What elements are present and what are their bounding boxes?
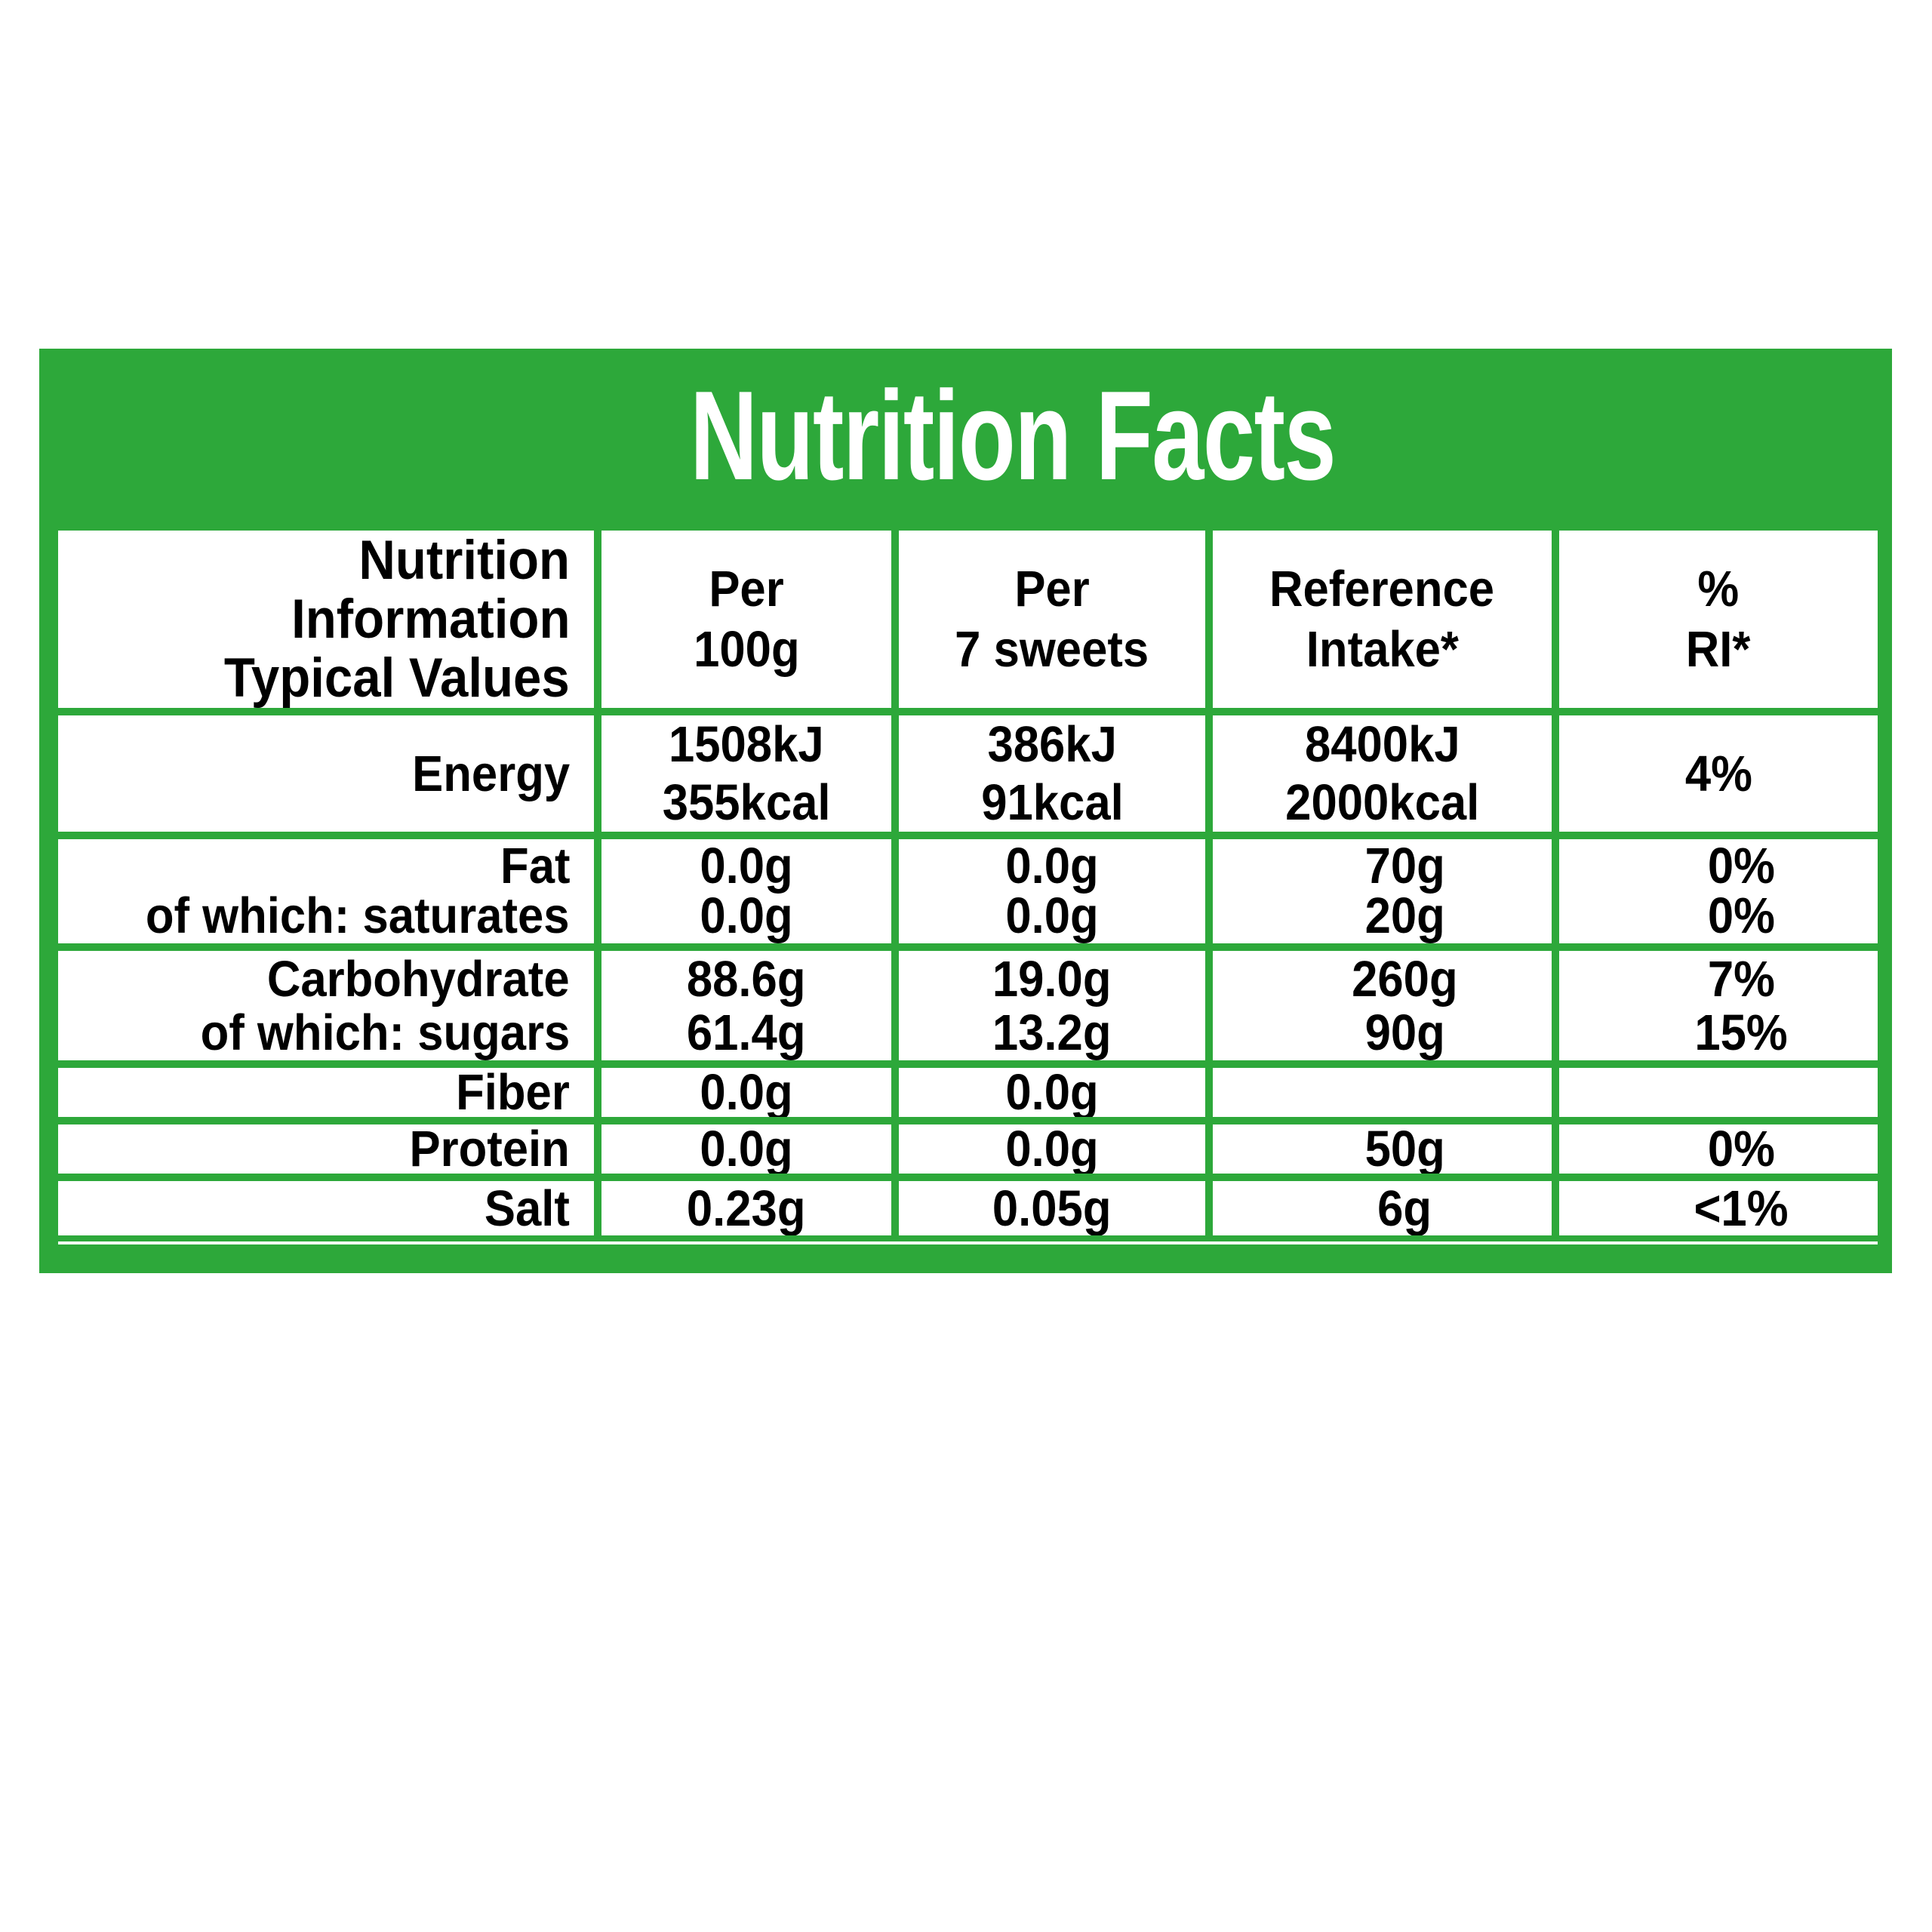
fat-per-7-sweets-cell: 0.0g 0.0g — [899, 839, 1205, 943]
text-line: Information — [291, 588, 570, 650]
text-line: 6g — [1377, 1181, 1432, 1235]
text-line: 0.0g — [700, 839, 793, 894]
text-line: Protein — [409, 1124, 570, 1174]
carbohydrate-per-100g-cell: 88.6g 61.4g — [601, 951, 891, 1060]
header-reference-intake: Reference Intake* — [1213, 531, 1552, 708]
text-line: 0% — [1707, 839, 1775, 894]
text-line: 0.0g — [1005, 1068, 1099, 1117]
text-line: 8400kJ — [1304, 716, 1460, 773]
fiber-percent-ri-cell — [1559, 1068, 1878, 1117]
text-line: of which: sugars — [200, 1004, 570, 1060]
fat-per-100g-cell: 0.0g 0.0g — [601, 839, 891, 943]
salt-label-cell: Salt — [58, 1181, 594, 1235]
carbohydrate-per-7-sweets-cell: 19.0g 13.2g — [899, 951, 1205, 1060]
text-line: Fat — [500, 839, 570, 894]
text-line: 7% — [1707, 951, 1775, 1008]
text-line: RI* — [1686, 620, 1751, 678]
text-line: 20g — [1364, 888, 1445, 943]
text-line: 88.6g — [687, 951, 806, 1008]
fiber-reference-intake-cell — [1213, 1068, 1552, 1117]
header-per-7-sweets: Per 7 sweets — [899, 531, 1205, 708]
text-line: 50g — [1364, 1124, 1445, 1174]
text-line: Fiber — [456, 1068, 570, 1117]
text-line: Nutrition — [358, 531, 570, 591]
protein-per-7-sweets-cell: 0.0g — [899, 1124, 1205, 1174]
header-percent-ri: % RI* — [1559, 531, 1878, 708]
protein-label-cell: Protein — [58, 1124, 594, 1174]
salt-per-7-sweets-cell: 0.05g — [899, 1181, 1205, 1235]
nutrition-table: Nutrition Information Typical Values Per… — [58, 531, 1878, 1235]
text-line: Per — [709, 560, 784, 617]
text-line: 7 sweets — [955, 620, 1149, 678]
text-line: Carbohydrate — [267, 951, 570, 1008]
text-line: 0.05g — [992, 1181, 1112, 1235]
text-line: 13.2g — [992, 1004, 1112, 1060]
fiber-label-cell: Fiber — [58, 1068, 594, 1117]
text-line: 0% — [1707, 888, 1775, 943]
text-line: 91kcal — [980, 774, 1124, 831]
protein-percent-ri-cell: 0% — [1559, 1124, 1878, 1174]
text-line: <1% — [1694, 1181, 1789, 1235]
text-line: 386kJ — [987, 716, 1117, 773]
nutrition-facts-title: Nutrition Facts — [690, 364, 1336, 506]
header-per-100g: Per 100g — [601, 531, 891, 708]
protein-reference-intake-cell: 50g — [1213, 1124, 1552, 1174]
text-line: 1508kJ — [669, 716, 824, 773]
text-line: 70g — [1364, 839, 1445, 894]
nutrition-label-panel: Nutrition Facts Nutrition Information Ty… — [39, 349, 1892, 1273]
energy-reference-intake-cell: 8400kJ 2000kcal — [1213, 715, 1552, 832]
protein-per-100g-cell: 0.0g — [601, 1124, 891, 1174]
text-line: 0.0g — [1005, 888, 1099, 943]
title-band: Nutrition Facts — [39, 349, 1892, 531]
text-line: Salt — [484, 1181, 570, 1235]
text-line: Typical Values — [224, 647, 570, 708]
text-line: of which: saturates — [146, 888, 570, 943]
salt-per-100g-cell: 0.23g — [601, 1181, 891, 1235]
carbohydrate-reference-intake-cell: 260g 90g — [1213, 951, 1552, 1060]
carbohydrate-percent-ri-cell: 7% 15% — [1559, 951, 1878, 1060]
text-line: 15% — [1694, 1004, 1788, 1060]
fat-label-cell: Fat of which: saturates — [58, 839, 594, 943]
energy-per-7-sweets-cell: 386kJ 91kcal — [899, 715, 1205, 832]
text-line: 0.23g — [687, 1181, 806, 1235]
carbohydrate-label-cell: Carbohydrate of which: sugars — [58, 951, 594, 1060]
text-line: 0.0g — [700, 1068, 793, 1117]
text-line: 0.0g — [700, 888, 793, 943]
text-line: 0.0g — [1005, 839, 1099, 894]
energy-percent-ri-cell: 4% — [1559, 715, 1878, 832]
text-line: Intake* — [1306, 620, 1459, 678]
header-typical-values: Nutrition Information Typical Values — [58, 531, 594, 708]
salt-percent-ri-cell: <1% — [1559, 1181, 1878, 1235]
fat-reference-intake-cell: 70g 20g — [1213, 839, 1552, 943]
energy-label-cell: Energy — [58, 715, 594, 832]
text-line: 90g — [1364, 1004, 1445, 1060]
text-line: 0.0g — [1005, 1124, 1099, 1174]
fiber-per-100g-cell: 0.0g — [601, 1068, 891, 1117]
fiber-per-7-sweets-cell: 0.0g — [899, 1068, 1205, 1117]
text-line: 0.0g — [700, 1124, 793, 1174]
text-line: 0% — [1707, 1124, 1775, 1174]
text-line: 61.4g — [687, 1004, 806, 1060]
fat-percent-ri-cell: 0% 0% — [1559, 839, 1878, 943]
energy-per-100g-cell: 1508kJ 355kcal — [601, 715, 891, 832]
text-line: 100g — [693, 620, 800, 678]
text-line: 355kcal — [662, 774, 831, 831]
text-line: Energy — [412, 745, 570, 802]
text-line: Reference — [1269, 560, 1495, 617]
text-line: 19.0g — [992, 951, 1112, 1008]
text-line: % — [1697, 560, 1740, 617]
text-line: 2000kcal — [1284, 774, 1480, 831]
bottom-divider-line — [58, 1241, 1878, 1244]
text-line: Per — [1014, 560, 1090, 617]
text-line: 4% — [1684, 745, 1752, 802]
salt-reference-intake-cell: 6g — [1213, 1181, 1552, 1235]
text-line: 260g — [1352, 951, 1458, 1008]
